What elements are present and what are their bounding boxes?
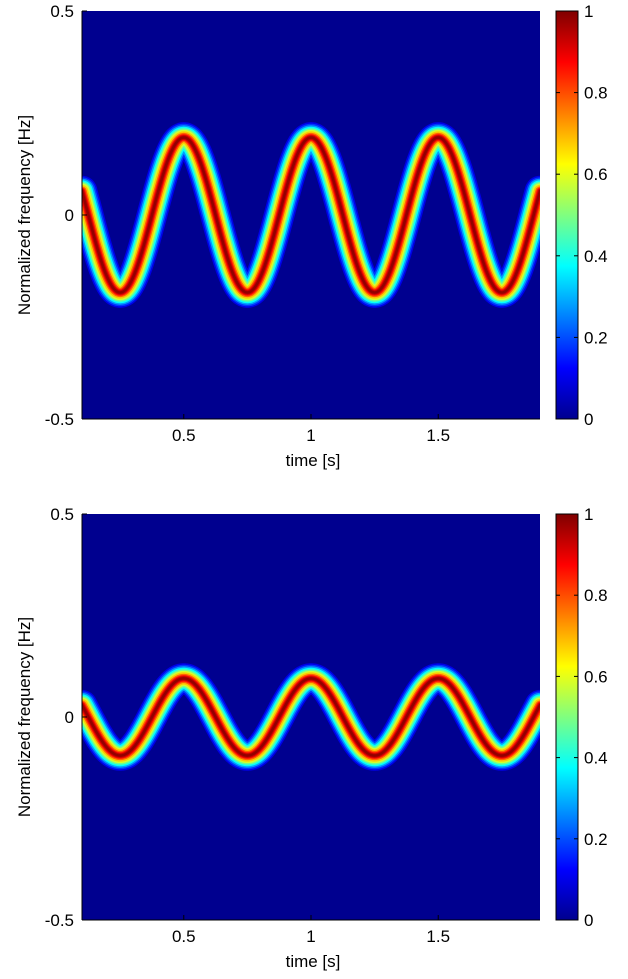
colorbar-tick-label: 1 xyxy=(584,505,593,524)
ridge-curve xyxy=(82,663,540,771)
colorbar-tick-label: 0 xyxy=(584,911,593,930)
colorbar-gradient xyxy=(555,10,579,420)
y-tick-label: 0 xyxy=(65,708,74,727)
ridge-level-10 xyxy=(82,677,540,757)
y-tick-label: -0.5 xyxy=(45,410,74,429)
y-tick-label: 0 xyxy=(65,206,74,225)
colorbar-gradient xyxy=(555,513,579,921)
chart-panel-1: 0.5 1 1.5 -0.5 0 0.5 time [s] Normalized freque… xyxy=(15,2,608,470)
colorbar-tick-label: 0.2 xyxy=(584,328,608,347)
y-tick-label: -0.5 xyxy=(45,911,74,930)
colorbar-tick-label: 0.8 xyxy=(584,586,608,605)
y-tick-label: 0.5 xyxy=(50,505,74,524)
colorbar-tick-label: 0.4 xyxy=(584,247,608,266)
colorbar-tick-label: 1 xyxy=(584,2,593,21)
colorbar-tick-label: 0.6 xyxy=(584,165,608,184)
colorbar-tick-label: 0.4 xyxy=(584,749,608,768)
y-axis-label: Normalized frequency [Hz] xyxy=(15,115,34,315)
chart-panel-2: 0.5 1 1.5 -0.5 0 0.5 time [s] Normalized freque… xyxy=(15,505,608,971)
x-tick-label: 1 xyxy=(306,426,315,445)
colorbar: 0 0.2 0.4 0.6 0.8 1 xyxy=(555,505,608,930)
colorbar-tick-label: 0.2 xyxy=(584,830,608,849)
colorbar: 0 0.2 0.4 0.6 0.8 1 xyxy=(555,2,608,429)
x-axis-label: time [s] xyxy=(286,952,341,971)
x-tick-label: 0.5 xyxy=(172,426,196,445)
colorbar-tick-label: 0 xyxy=(584,410,593,429)
x-axis-label: time [s] xyxy=(286,451,341,470)
ridge-level-10 xyxy=(82,136,540,294)
x-tick-label: 1 xyxy=(306,927,315,946)
y-tick-label: 0.5 xyxy=(50,2,74,21)
colorbar-tick-label: 0.6 xyxy=(584,667,608,686)
y-axis-label: Normalized frequency [Hz] xyxy=(15,617,34,817)
x-tick-label: 1.5 xyxy=(426,927,450,946)
colorbar-tick-label: 0.8 xyxy=(584,84,608,103)
x-tick-label: 1.5 xyxy=(426,426,450,445)
ridge-curve xyxy=(82,122,540,308)
x-tick-label: 0.5 xyxy=(172,927,196,946)
